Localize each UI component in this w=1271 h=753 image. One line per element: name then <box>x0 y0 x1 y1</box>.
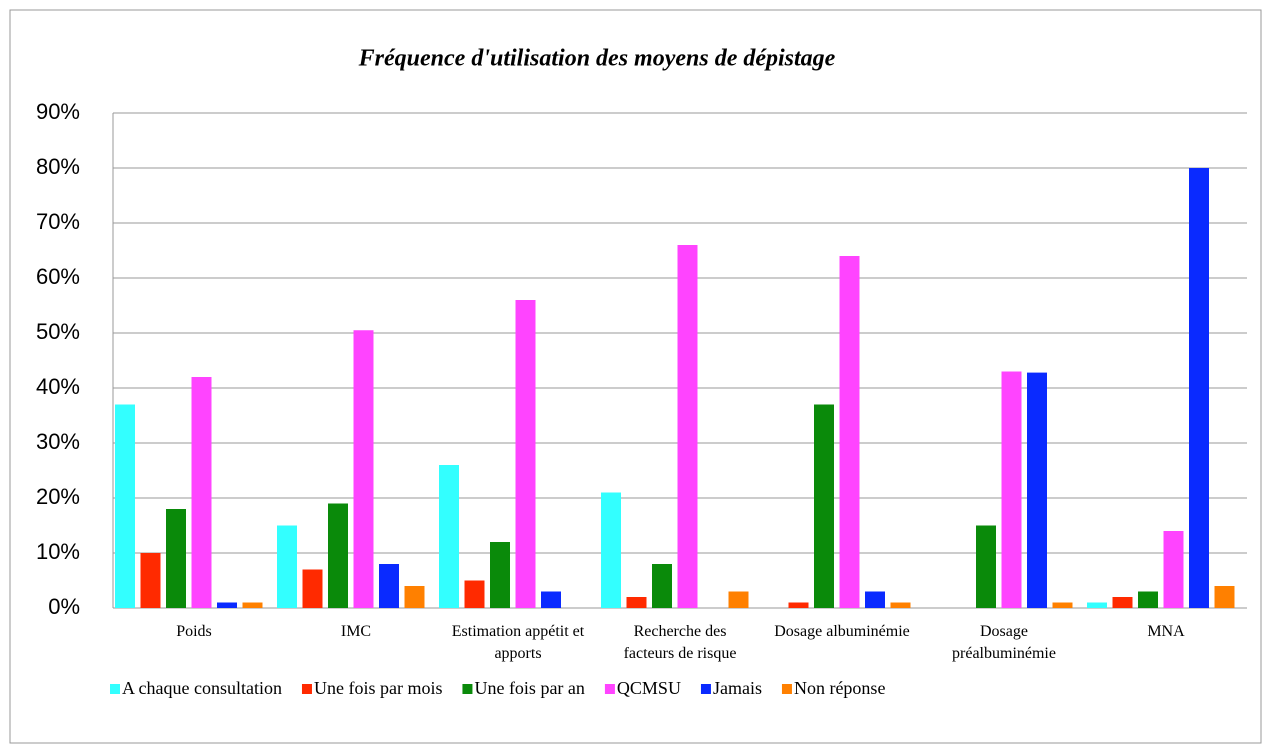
y-tick-label: 50% <box>36 319 80 344</box>
legend-label: QCMSU <box>617 678 681 698</box>
bar <box>191 377 212 608</box>
bar <box>976 525 996 608</box>
x-tick-label: Dosage préalbuminémie <box>952 623 1056 662</box>
legend-label: A chaque consultation <box>122 678 282 698</box>
bar <box>890 602 911 608</box>
x-tick-label: Dosage albuminémie <box>774 623 910 640</box>
y-tick-label: 90% <box>36 99 80 124</box>
legend-swatch <box>110 684 120 694</box>
legend-label: Jamais <box>713 678 762 698</box>
bar <box>677 245 698 608</box>
y-tick-label: 80% <box>36 154 80 179</box>
bar <box>1189 168 1209 608</box>
chart-title: Fréquence d'utilisation des moyens de dé… <box>358 46 836 72</box>
bar <box>1112 597 1133 608</box>
bar <box>601 492 621 608</box>
y-tick-label: 0% <box>48 594 80 619</box>
bar <box>404 586 425 608</box>
x-tick-label: Estimation appétit et apports <box>451 623 585 662</box>
bar <box>140 553 161 608</box>
bar <box>652 564 672 608</box>
bar <box>353 330 374 608</box>
y-tick-label: 60% <box>36 264 80 289</box>
y-tick-label: 10% <box>36 539 80 564</box>
x-tick-label: MNA <box>1147 623 1185 640</box>
bar <box>439 465 459 608</box>
x-tick-label: Recherche des facteurs de risque <box>623 623 737 662</box>
bar <box>788 602 809 608</box>
bar <box>1163 531 1184 608</box>
y-tick-label: 70% <box>36 209 80 234</box>
bar <box>814 404 834 608</box>
bar <box>865 591 885 608</box>
y-tick-label: 30% <box>36 429 80 454</box>
bar <box>515 300 536 608</box>
legend-swatch <box>781 684 792 694</box>
bar <box>1052 602 1073 608</box>
x-tick-label: IMC <box>340 623 372 640</box>
bar <box>242 602 263 608</box>
bar <box>839 256 860 608</box>
bar <box>1138 591 1158 608</box>
bar <box>379 564 399 608</box>
bar <box>302 569 323 608</box>
chart-frame <box>9 9 1262 744</box>
bar <box>115 404 135 608</box>
y-tick-label: 20% <box>36 484 80 509</box>
bar <box>626 597 647 608</box>
legend-swatch <box>604 684 615 694</box>
legend-label: Non réponse <box>794 678 885 698</box>
bar <box>541 591 561 608</box>
bar <box>728 591 749 608</box>
y-tick-label: 40% <box>36 374 80 399</box>
bar <box>490 542 510 608</box>
legend-swatch <box>301 684 312 694</box>
legend-label: Une fois par an <box>474 678 584 698</box>
legend-swatch <box>462 684 473 694</box>
bar <box>1001 371 1022 608</box>
bar <box>166 509 186 608</box>
bar <box>277 525 297 608</box>
legend-swatch <box>700 684 711 694</box>
bar <box>464 580 485 608</box>
bar <box>1027 372 1047 608</box>
bar <box>1214 586 1235 608</box>
legend-label: Une fois par mois <box>314 678 442 698</box>
bar <box>1087 602 1107 608</box>
x-tick-label: Poids <box>176 623 212 640</box>
bar <box>328 503 348 608</box>
bar <box>217 602 237 608</box>
